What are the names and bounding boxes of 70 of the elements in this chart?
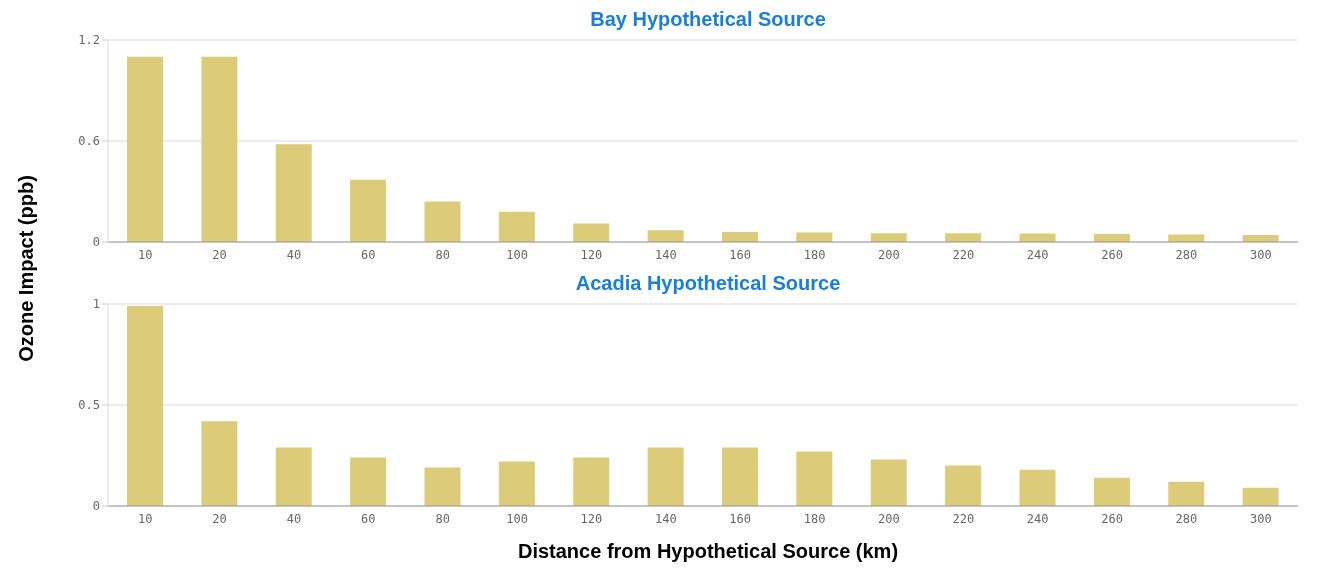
x-tick-label: 240 [1026,511,1049,526]
x-tick-label: 40 [286,247,302,262]
bar [424,467,461,506]
bar [1168,481,1205,506]
x-tick-label: 120 [580,247,603,262]
x-tick-label: 80 [435,511,450,526]
bar [573,223,610,242]
bar [647,447,684,506]
bar [1093,477,1130,506]
x-tick-label: 100 [506,247,528,262]
bar [201,56,238,242]
bar [945,233,982,242]
bar [870,233,907,242]
x-tick-label: 280 [1175,511,1198,526]
y-tick-label: 0.6 [78,134,100,149]
y-tick-label: 0 [92,235,100,250]
x-tick-label: 200 [878,511,900,526]
x-tick-label: 160 [729,511,752,526]
bar [1168,234,1205,242]
bar [350,179,387,242]
x-tick-label: 40 [286,511,302,526]
bar [647,230,684,242]
bar [201,421,238,506]
bar [275,144,312,242]
x-tick-label: 160 [729,247,752,262]
y-axis-title: Ozone Impact (ppb) [14,174,38,362]
x-tick-label: 60 [361,247,376,262]
x-tick-label: 100 [506,511,528,526]
x-tick-label: 120 [580,511,603,526]
bar [424,201,461,242]
chart-title: Acadia Hypothetical Source [574,272,842,296]
y-tick-label: 1 [92,297,100,312]
bar [796,232,833,242]
x-tick-label: 180 [803,511,826,526]
bar [1019,469,1056,506]
x-tick-label: 10 [137,511,153,526]
x-tick-label: 300 [1249,511,1272,526]
x-tick-label: 280 [1175,247,1198,262]
x-tick-label: 240 [1026,247,1049,262]
x-tick-label: 80 [435,247,450,262]
x-tick-label: 300 [1249,247,1272,262]
bar [127,306,163,506]
x-axis-title: Distance from Hypothetical Source (km) [516,540,900,563]
bar [870,459,907,506]
bar [275,447,312,506]
bar [945,465,982,506]
bar [498,461,535,506]
bar [573,457,610,506]
y-tick-label: 1.2 [78,33,100,48]
x-tick-label: 200 [878,247,900,262]
x-tick-label: 10 [137,247,153,262]
x-tick-label: 220 [952,247,975,262]
y-tick-label: 0 [92,499,100,514]
x-tick-label: 180 [803,247,826,262]
y-tick-label: 0.5 [78,398,100,413]
x-tick-label: 260 [1101,511,1123,526]
bar [722,447,758,506]
x-tick-label: 140 [654,511,677,526]
x-tick-label: 60 [361,511,376,526]
x-tick-label: 20 [212,247,227,262]
bar [498,211,535,242]
x-tick-label: 140 [654,247,677,262]
bar [350,457,387,506]
bar [127,56,163,242]
bar [1242,487,1279,506]
x-tick-label: 20 [212,511,227,526]
x-tick-label: 260 [1101,247,1123,262]
x-tick-label: 220 [952,511,975,526]
bar [796,451,833,506]
chart-title: Bay Hypothetical Source [589,8,827,32]
